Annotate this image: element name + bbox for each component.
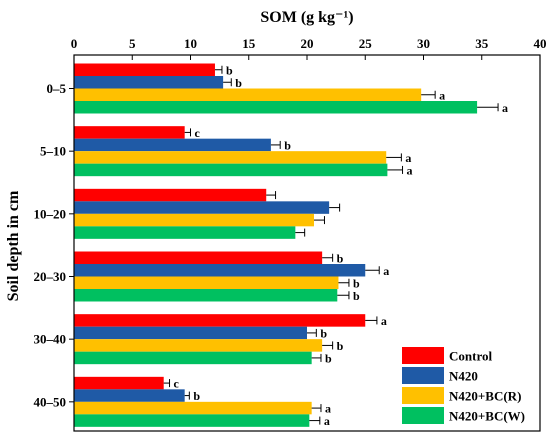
bar bbox=[74, 314, 366, 327]
bar bbox=[74, 414, 310, 427]
legend: Control N420 N420+BC(R) N420+BC(W) bbox=[402, 347, 525, 424]
significance-letter: a bbox=[383, 264, 389, 278]
x-tick-label: 25 bbox=[359, 36, 373, 51]
significance-letter: b bbox=[337, 251, 344, 265]
y-tick-label: 30–40 bbox=[34, 332, 67, 347]
bar bbox=[74, 226, 296, 239]
bar bbox=[74, 213, 314, 227]
legend-label: N420 bbox=[449, 369, 478, 384]
bar bbox=[74, 88, 422, 101]
bar bbox=[74, 376, 164, 390]
y-tick-label: 10–20 bbox=[34, 206, 67, 221]
significance-letter: b bbox=[320, 326, 327, 340]
significance-letter: a bbox=[502, 101, 508, 115]
legend-label: N420+BC(R) bbox=[449, 389, 521, 404]
bar bbox=[74, 63, 215, 76]
bar bbox=[74, 188, 267, 202]
legend-label: N420+BC(W) bbox=[449, 409, 525, 424]
bar bbox=[74, 289, 338, 302]
x-tick-label: 30 bbox=[417, 36, 430, 51]
significance-letter: b bbox=[193, 389, 200, 403]
y-tick-label: 0–5 bbox=[47, 81, 67, 96]
bar bbox=[74, 163, 388, 177]
legend-swatch bbox=[402, 387, 444, 404]
bar bbox=[74, 138, 271, 152]
legend-swatch bbox=[402, 347, 444, 364]
significance-letter: b bbox=[226, 63, 233, 77]
significance-letter: b bbox=[235, 76, 242, 90]
bar bbox=[74, 389, 185, 402]
x-tick-label: 20 bbox=[301, 36, 314, 51]
x-tick-label: 40 bbox=[534, 36, 547, 51]
significance-letter: b bbox=[337, 339, 344, 353]
significance-letter: a bbox=[407, 163, 413, 177]
significance-letter: b bbox=[353, 289, 360, 303]
x-tick-label: 35 bbox=[475, 36, 489, 51]
bar bbox=[74, 326, 307, 340]
bar bbox=[74, 251, 323, 264]
significance-letter: a bbox=[325, 402, 331, 416]
significance-letter: c bbox=[174, 377, 180, 391]
y-tick-label: 5–10 bbox=[40, 144, 66, 159]
bar bbox=[74, 76, 224, 89]
x-tick-label: 15 bbox=[242, 36, 256, 51]
significance-letter: b bbox=[353, 276, 360, 290]
bar bbox=[74, 339, 323, 352]
legend-swatch bbox=[402, 367, 444, 384]
legend-label: Control bbox=[449, 349, 492, 364]
significance-letter: a bbox=[324, 414, 330, 428]
x-tick-label: 10 bbox=[184, 36, 197, 51]
bar bbox=[74, 401, 312, 415]
y-axis-title: Soil depth in cm bbox=[5, 190, 22, 301]
significance-letter: c bbox=[195, 126, 201, 140]
bar bbox=[74, 264, 366, 277]
x-tick-label: 5 bbox=[129, 36, 136, 51]
bar bbox=[74, 151, 387, 164]
bar bbox=[74, 101, 478, 114]
y-tick-label: 40–50 bbox=[34, 394, 67, 409]
significance-letter: a bbox=[439, 88, 445, 102]
bar bbox=[74, 201, 330, 214]
bar bbox=[74, 276, 339, 289]
bar bbox=[74, 351, 312, 365]
significance-letter: b bbox=[325, 351, 332, 365]
legend-swatch bbox=[402, 407, 444, 424]
x-axis-title: SOM (g kg⁻¹) bbox=[260, 9, 353, 26]
significance-letter: a bbox=[381, 314, 387, 328]
significance-letter: a bbox=[405, 151, 411, 165]
significance-letter: b bbox=[284, 138, 291, 152]
x-tick-label: 0 bbox=[71, 36, 78, 51]
y-tick-label: 20–30 bbox=[34, 269, 67, 284]
bar bbox=[74, 126, 185, 139]
